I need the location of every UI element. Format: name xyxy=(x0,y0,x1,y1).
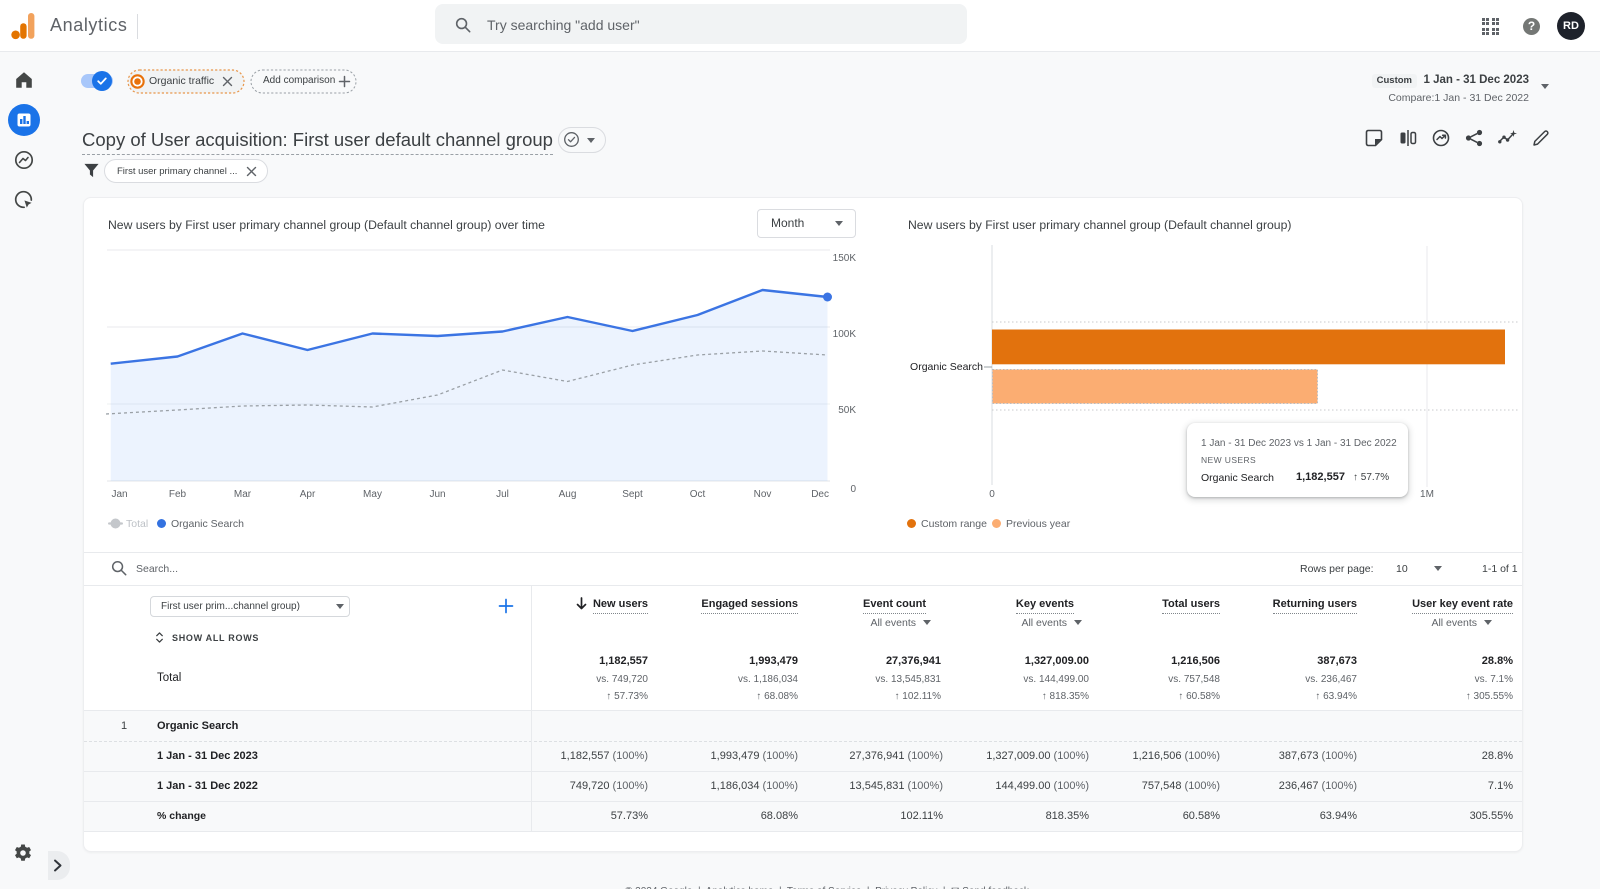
svg-text:0: 0 xyxy=(989,489,995,500)
svg-text:May: May xyxy=(363,489,382,500)
svg-text:Jan: Jan xyxy=(112,489,128,500)
svg-text:Jun: Jun xyxy=(429,489,445,500)
svg-text:100K: 100K xyxy=(833,329,857,340)
svg-text:Apr: Apr xyxy=(300,489,316,500)
svg-text:50K: 50K xyxy=(838,405,856,416)
svg-text:Sept: Sept xyxy=(622,489,643,500)
svg-text:0: 0 xyxy=(850,484,856,495)
svg-text:150K: 150K xyxy=(833,253,857,264)
svg-text:Dec: Dec xyxy=(811,489,829,500)
svg-text:Feb: Feb xyxy=(169,489,187,500)
svg-text:Oct: Oct xyxy=(690,489,706,500)
svg-text:Nov: Nov xyxy=(754,489,772,500)
svg-text:Aug: Aug xyxy=(559,489,577,500)
svg-text:1M: 1M xyxy=(1420,489,1434,500)
svg-text:Mar: Mar xyxy=(234,489,252,500)
svg-text:Jul: Jul xyxy=(496,489,509,500)
